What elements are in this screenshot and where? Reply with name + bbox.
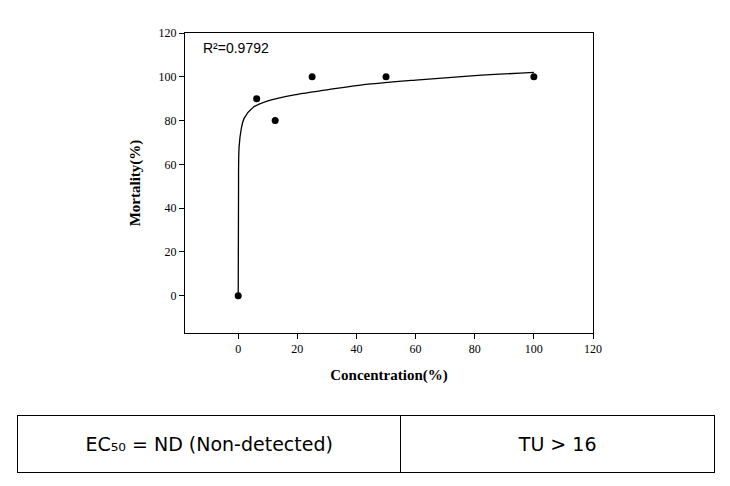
svg-text:0: 0 [235,342,241,356]
svg-text:60: 60 [410,342,422,356]
svg-text:100: 100 [159,70,177,84]
svg-text:120: 120 [584,342,602,356]
svg-text:20: 20 [291,342,303,356]
svg-text:40: 40 [350,342,362,356]
svg-text:100: 100 [525,342,543,356]
svg-text:0: 0 [171,289,177,303]
html-text:TU > 16: TU > 16 [518,433,597,455]
svg-text:20: 20 [165,245,177,259]
svg-text:Concentration(%): Concentration(%) [330,367,447,384]
svg-text:Mortality(%): Mortality(%) [127,140,144,227]
svg-text:40: 40 [165,201,177,215]
svg-text:80: 80 [469,342,481,356]
svg-text:80: 80 [165,114,177,128]
svg-text:60: 60 [165,158,177,172]
html-text:EC₅₀ = ND (Non-detected): EC₅₀ = ND (Non-detected) [85,433,333,455]
svg-text:120: 120 [159,26,177,40]
svg-text:R²=0.9792: R²=0.9792 [203,40,269,56]
